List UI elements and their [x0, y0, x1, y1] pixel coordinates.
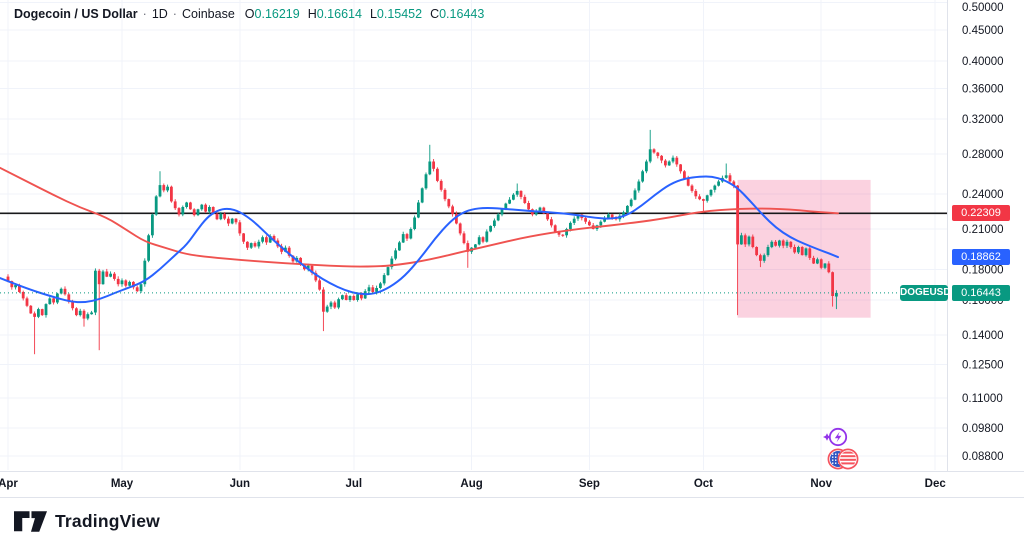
ohlc-values: O0.16219 H0.16614 L0.15452 C0.16443 — [245, 7, 493, 21]
tradingview-logo-icon — [14, 511, 47, 532]
month-label[interactable]: Jul — [345, 478, 362, 490]
month-label[interactable]: May — [111, 478, 134, 490]
ma-line-slow[interactable] — [0, 166, 839, 268]
tradingview-attribution[interactable]: TradingView — [14, 511, 160, 532]
chart-legend: Dogecoin / US Dollar · 1D · Coinbase O0.… — [14, 7, 492, 21]
symbol-title[interactable]: Dogecoin / US Dollar — [14, 7, 138, 21]
exchange-label[interactable]: Coinbase — [181, 7, 235, 21]
price-label-ma-slow: 0.22309 — [952, 205, 1010, 221]
price-tick-label: 0.36000 — [962, 83, 1004, 95]
legend-separator: · — [172, 7, 177, 21]
price-label-ma-fast: 0.18862 — [952, 249, 1010, 265]
low-label: L — [369, 7, 377, 21]
candles-up — [14, 129, 838, 321]
legend-separator: · — [142, 7, 147, 21]
price-tick-label: 0.18000 — [962, 264, 1004, 276]
price-tick-label: 0.12500 — [962, 359, 1004, 371]
us-flag-stripes-icon — [840, 451, 856, 467]
price-tick-label: 0.08800 — [962, 451, 1004, 463]
low-value: 0.15452 — [376, 7, 423, 21]
price-tick-label: 0.24000 — [962, 189, 1004, 201]
price-tick-label: 0.32000 — [962, 114, 1004, 126]
axis-borders — [0, 0, 1024, 498]
time-axis[interactable]: Apr May Jun Jul Aug Sep Oct Nov Dec — [0, 478, 946, 490]
month-label[interactable]: Oct — [694, 478, 713, 490]
high-value: 0.16614 — [316, 7, 362, 21]
month-label[interactable]: Sep — [579, 478, 600, 490]
price-tick-label: 0.28000 — [962, 149, 1004, 161]
price-tick-label: 0.14000 — [962, 330, 1004, 342]
month-label[interactable]: Dec — [925, 478, 947, 490]
close-label: C — [430, 7, 440, 21]
last-price-symbol-tag: DOGEUSD — [900, 285, 951, 301]
month-label[interactable]: Nov — [810, 478, 832, 490]
close-value: 0.16443 — [439, 7, 485, 21]
high-label: H — [307, 7, 317, 21]
price-tick-label: 0.11000 — [962, 393, 1003, 405]
price-tick-label: 0.21000 — [962, 224, 1004, 236]
tradingview-logo-text: TradingView — [55, 511, 160, 531]
economic-event-flags-icon[interactable] — [824, 447, 868, 473]
interval-label[interactable]: 1D — [151, 7, 168, 21]
last-price-label: 0.16443 — [952, 285, 1010, 301]
price-tick-label: 0.40000 — [962, 56, 1004, 68]
spark-event-icon[interactable] — [816, 425, 852, 449]
month-label[interactable]: Apr — [0, 478, 18, 490]
candles-down — [6, 148, 834, 355]
month-label[interactable]: Aug — [460, 478, 482, 490]
ma-line-fast[interactable] — [0, 175, 839, 304]
month-label[interactable]: Jun — [230, 478, 250, 490]
lightning-icon — [834, 431, 842, 443]
price-axis[interactable]: 0.50000 0.45000 0.40000 0.36000 0.32000 0.280… — [962, 2, 1004, 463]
open-value: 0.16219 — [254, 7, 300, 21]
price-tick-label: 0.50000 — [962, 2, 1004, 14]
sparkle-icon — [823, 433, 831, 441]
highlight-zone[interactable] — [737, 179, 871, 318]
price-tick-label: 0.09800 — [962, 423, 1004, 435]
price-tick-label: 0.45000 — [962, 25, 1004, 37]
open-label: O — [244, 7, 255, 21]
